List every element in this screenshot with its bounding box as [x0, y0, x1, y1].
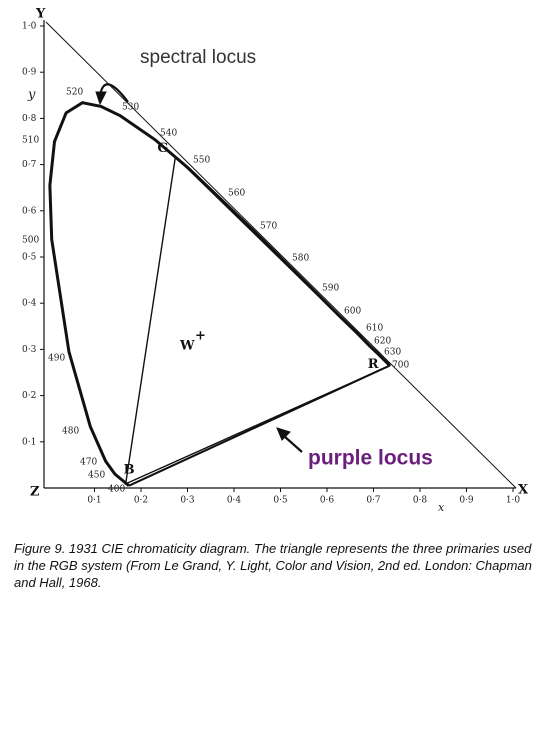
- wavelength-label: 540: [160, 129, 177, 139]
- wavelength-label: 470: [80, 458, 97, 468]
- x-tick-label: 0·9: [459, 496, 474, 506]
- y-tick-label: 0·3: [22, 345, 37, 355]
- wavelength-label: 450: [88, 471, 105, 481]
- wavelength-label: 630: [384, 348, 401, 358]
- primary-label: B: [124, 462, 135, 477]
- x-tick-label: 0·5: [273, 496, 288, 506]
- y-tick-label: 1·0: [22, 22, 37, 32]
- y-tick-label: 0·5: [22, 253, 37, 263]
- wavelength-label: 500: [22, 236, 39, 246]
- wavelength-label: 580: [292, 254, 309, 264]
- y-tick-label: 0·6: [22, 206, 37, 216]
- y-symbol: y: [27, 88, 36, 103]
- wavelength-label: 510: [22, 136, 39, 146]
- primary-label: G: [157, 141, 168, 156]
- wavelength-label: 610: [366, 324, 383, 334]
- y-label: Y: [35, 7, 46, 22]
- arrow-head: [276, 427, 291, 441]
- wavelength-label: 480: [62, 427, 79, 437]
- wavelength-label: 520: [66, 88, 83, 98]
- y-tick-label: 0·7: [22, 160, 37, 170]
- x-tick-label: 0·6: [320, 496, 335, 506]
- purple-arrow: [283, 435, 303, 453]
- arrow-head: [95, 91, 107, 106]
- x-tick-label: 0·8: [413, 496, 428, 506]
- diagonal: [45, 21, 517, 489]
- rgb-triangle: [124, 155, 392, 486]
- x-tick-label: 1·0: [506, 496, 521, 506]
- white-label: W: [179, 339, 195, 354]
- spectral-locus: [48, 101, 391, 487]
- wavelength-label: 560: [228, 189, 245, 199]
- wavelength-label: 570: [260, 222, 277, 232]
- x-tick-label: 0·7: [366, 496, 381, 506]
- diagram: Y X Z y x spectral locus purple locus 0·…: [22, 7, 529, 515]
- x-tick-label: 0·4: [227, 496, 242, 506]
- origin-label: Z: [30, 485, 40, 500]
- wavelength-label: 400: [108, 485, 125, 495]
- white-mark: +: [195, 329, 206, 344]
- wavelength-label: 550: [193, 156, 210, 166]
- y-tick-label: 0·1: [22, 437, 36, 447]
- primary-label: R: [368, 357, 379, 372]
- wavelength-label: 620: [374, 337, 391, 347]
- wavelength-label: 600: [344, 307, 361, 317]
- spectral-label: spectral locus: [140, 47, 256, 68]
- x-tick-label: 0·3: [180, 496, 195, 506]
- y-tick-label: 0·4: [22, 299, 37, 309]
- x-symbol: x: [438, 501, 445, 514]
- y-tick-label: 0·2: [22, 391, 36, 401]
- wavelength-label: 700: [392, 361, 409, 371]
- x-label: X: [518, 483, 529, 498]
- wavelength-label: 490: [48, 354, 65, 364]
- wavelength-label: 590: [322, 284, 339, 294]
- y-tick-label: 0·9: [22, 68, 37, 78]
- caption: Figure 9. 1931 CIE chromaticity diagram.…: [14, 541, 532, 590]
- y-tick-label: 0·8: [22, 114, 37, 124]
- wavelength-label: 530: [122, 103, 139, 113]
- x-tick-label: 0·1: [87, 496, 101, 506]
- x-tick-label: 0·2: [134, 496, 148, 506]
- purple-label: purple locus: [308, 447, 433, 470]
